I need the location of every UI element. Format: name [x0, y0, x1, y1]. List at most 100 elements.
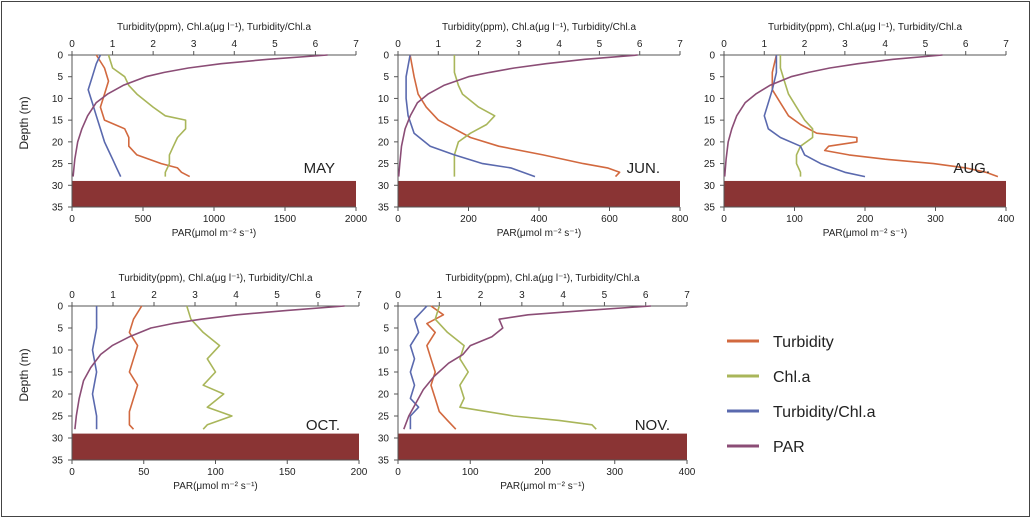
bottom-tick-label: 200 [534, 467, 551, 478]
bottom-axis-label: PAR(μmol m⁻² s⁻¹) [497, 228, 581, 239]
depth-tick-label: 30 [378, 181, 390, 192]
bottom-tick-label: 200 [351, 467, 368, 478]
top-tick-label: 5 [597, 39, 603, 50]
top-axis-label: Turbidity(ppm), Chl.a(μg l⁻¹), Turbidity… [445, 273, 639, 284]
bottom-tick-label: 0 [721, 214, 727, 225]
series-turbidity [409, 54, 621, 178]
depth-tick-label: 15 [52, 116, 64, 127]
depth-tick-label: 10 [378, 346, 390, 357]
bottom-layer [72, 180, 356, 207]
series-ratio [405, 54, 536, 178]
bottom-tick-label: 200 [857, 214, 874, 225]
legend-item-ratio: Turbidity/Chl.a [727, 404, 876, 421]
top-tick-label: 7 [1003, 39, 1009, 50]
top-tick-label: 4 [556, 39, 562, 50]
depth-tick-label: 15 [378, 368, 390, 379]
top-tick-label: 2 [478, 290, 484, 301]
bottom-tick-label: 0 [395, 467, 401, 478]
depth-axis-label: Depth (m) [17, 348, 31, 401]
depth-tick-label: 25 [52, 159, 64, 170]
depth-tick-label: 10 [52, 94, 64, 105]
legend-item-par: PAR [727, 439, 805, 456]
series-par [397, 54, 638, 177]
top-tick-label: 0 [395, 39, 401, 50]
bottom-layer [724, 180, 1006, 207]
bottom-tick-label: 100 [207, 467, 224, 478]
depth-axis-label: Depth (m) [17, 96, 31, 149]
top-axis-label: Turbidity(ppm), Chl.a(μg l⁻¹), Turbidity… [118, 273, 312, 284]
top-tick-label: 0 [69, 39, 75, 50]
bottom-axis-label: PAR(μmol m⁻² s⁻¹) [172, 228, 256, 239]
top-tick-label: 3 [191, 39, 197, 50]
depth-tick-label: 0 [383, 302, 389, 313]
depth-tick-label: 25 [704, 159, 716, 170]
top-tick-label: 0 [69, 290, 75, 301]
top-tick-label: 5 [923, 39, 929, 50]
series-par [403, 305, 651, 430]
top-tick-label: 3 [842, 39, 848, 50]
depth-tick-label: 5 [57, 72, 63, 83]
bottom-layer [398, 433, 687, 460]
legend-item-turbidity: Turbidity [727, 334, 834, 351]
top-tick-label: 0 [395, 290, 401, 301]
top-tick-label: 7 [684, 290, 690, 301]
depth-tick-label: 35 [378, 203, 390, 214]
depth-tick-label: 35 [52, 203, 64, 214]
bottom-layer [72, 433, 359, 460]
top-tick-label: 1 [110, 39, 116, 50]
bottom-axis-label: PAR(μmol m⁻² s⁻¹) [500, 481, 584, 492]
series-chla [434, 305, 597, 430]
panel-label: AUG. [953, 160, 990, 177]
depth-tick-label: 0 [383, 51, 389, 62]
top-tick-label: 6 [313, 39, 319, 50]
bottom-tick-label: 200 [460, 214, 477, 225]
top-tick-label: 1 [436, 39, 442, 50]
top-tick-label: 2 [476, 39, 482, 50]
top-tick-label: 4 [882, 39, 888, 50]
depth-tick-label: 20 [52, 137, 64, 148]
series-ratio [91, 306, 98, 430]
bottom-tick-label: 0 [69, 214, 75, 225]
panel-label: JUN. [627, 160, 660, 177]
panel-jun: 0 1 2 3 4 5 6 7 Turbidity(ppm), Chl.a(μg l⁻¹), T… [378, 22, 689, 239]
top-tick-label: 5 [272, 39, 278, 50]
legend-label: Turbidity/Chl.a [773, 404, 876, 421]
depth-tick-label: 15 [52, 368, 64, 379]
legend-label: Chl.a [773, 369, 810, 386]
depth-tick-label: 15 [378, 116, 390, 127]
series-turbidity [95, 54, 191, 178]
top-tick-label: 0 [721, 39, 727, 50]
panel-label: OCT. [306, 417, 340, 434]
series-par [723, 54, 943, 177]
depth-tick-label: 20 [52, 390, 64, 401]
series-chla [453, 55, 496, 177]
bottom-tick-label: 500 [135, 214, 152, 225]
depth-tick-label: 30 [52, 434, 64, 445]
depth-tick-label: 20 [378, 137, 390, 148]
depth-tick-label: 25 [378, 412, 390, 423]
bottom-tick-label: 300 [927, 214, 944, 225]
series-par [72, 54, 328, 177]
bottom-tick-label: 150 [279, 467, 296, 478]
bottom-tick-label: 600 [601, 214, 618, 225]
top-tick-label: 7 [356, 290, 362, 301]
series-ratio [763, 55, 866, 178]
top-tick-label: 1 [110, 290, 116, 301]
depth-tick-label: 0 [57, 302, 63, 313]
depth-tick-label: 5 [383, 72, 389, 83]
legend-label: Turbidity [773, 334, 834, 351]
depth-tick-label: 25 [52, 412, 64, 423]
top-tick-label: 6 [643, 290, 649, 301]
top-tick-label: 7 [353, 39, 359, 50]
top-tick-label: 2 [802, 39, 808, 50]
series-par [74, 305, 345, 430]
bottom-tick-label: 2000 [345, 214, 368, 225]
series-ratio [409, 305, 428, 430]
top-tick-label: 7 [677, 39, 683, 50]
panels: 0 1 2 3 4 5 6 7 Turbidity(ppm), Chl.a(μg l⁻¹), T… [17, 22, 1015, 492]
series-chla [107, 54, 187, 177]
series-chla [186, 305, 233, 430]
depth-tick-label: 20 [378, 390, 390, 401]
top-tick-label: 6 [637, 39, 643, 50]
